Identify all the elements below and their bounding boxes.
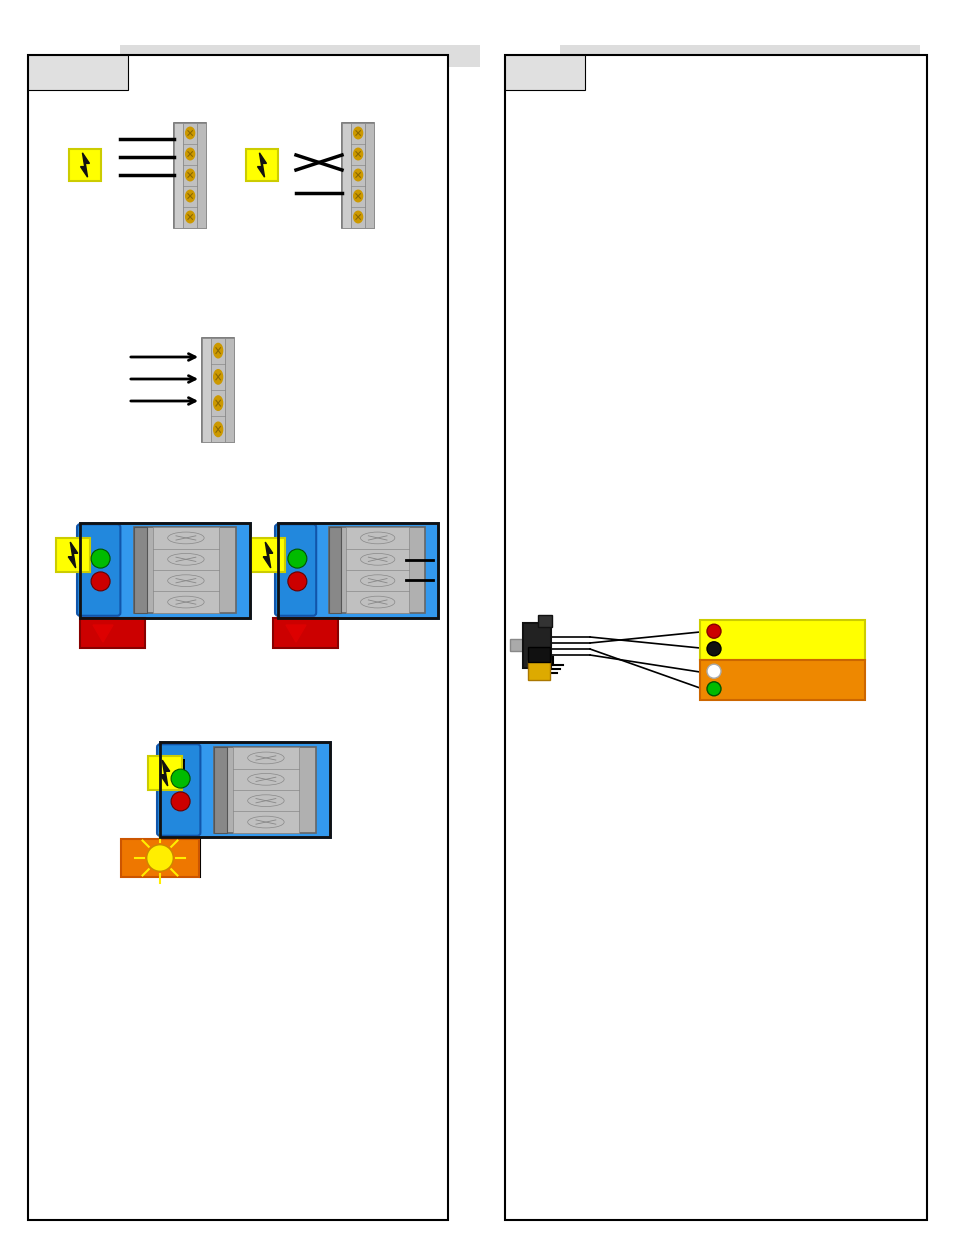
- Bar: [173, 122, 206, 227]
- Polygon shape: [80, 153, 90, 177]
- Circle shape: [171, 792, 190, 811]
- Ellipse shape: [213, 369, 222, 384]
- Ellipse shape: [360, 532, 395, 543]
- Bar: [0, 0, 953, 56]
- Ellipse shape: [354, 148, 362, 159]
- Bar: [233, 747, 298, 832]
- Bar: [214, 747, 316, 832]
- Bar: [56, 538, 90, 572]
- FancyBboxPatch shape: [77, 524, 120, 616]
- Bar: [28, 56, 448, 1220]
- Ellipse shape: [186, 148, 194, 159]
- Polygon shape: [263, 542, 273, 568]
- Circle shape: [288, 550, 307, 568]
- Circle shape: [171, 769, 190, 788]
- Bar: [700, 620, 864, 659]
- Bar: [537, 615, 552, 627]
- Bar: [559, 44, 919, 67]
- Ellipse shape: [360, 597, 395, 608]
- Circle shape: [91, 572, 110, 590]
- Ellipse shape: [186, 127, 194, 138]
- Bar: [214, 747, 227, 832]
- Bar: [225, 337, 233, 442]
- Ellipse shape: [213, 396, 222, 410]
- Bar: [329, 527, 425, 613]
- Ellipse shape: [186, 190, 194, 201]
- Polygon shape: [69, 542, 78, 568]
- Bar: [28, 56, 128, 90]
- Bar: [346, 527, 409, 613]
- Circle shape: [147, 845, 173, 872]
- Ellipse shape: [354, 127, 362, 138]
- Bar: [197, 122, 206, 227]
- FancyBboxPatch shape: [274, 524, 315, 616]
- Ellipse shape: [213, 422, 222, 437]
- Bar: [527, 659, 550, 680]
- Bar: [120, 44, 479, 67]
- Bar: [69, 149, 101, 182]
- Ellipse shape: [248, 773, 284, 785]
- Ellipse shape: [354, 211, 362, 222]
- Polygon shape: [286, 625, 306, 642]
- Bar: [504, 56, 926, 1220]
- Ellipse shape: [248, 752, 284, 763]
- Bar: [504, 56, 584, 90]
- Bar: [700, 659, 864, 700]
- Bar: [341, 122, 351, 227]
- Ellipse shape: [168, 574, 204, 587]
- Bar: [273, 618, 337, 648]
- Bar: [510, 638, 539, 651]
- Bar: [80, 618, 145, 648]
- Circle shape: [706, 624, 720, 638]
- Bar: [527, 647, 550, 662]
- Bar: [152, 527, 219, 613]
- Ellipse shape: [248, 795, 284, 806]
- Bar: [522, 622, 551, 668]
- Circle shape: [706, 664, 720, 678]
- Bar: [251, 538, 285, 572]
- Polygon shape: [160, 760, 170, 785]
- Bar: [160, 742, 330, 837]
- Ellipse shape: [360, 574, 395, 587]
- Circle shape: [706, 642, 720, 656]
- Ellipse shape: [360, 553, 395, 566]
- Bar: [80, 522, 250, 618]
- Ellipse shape: [248, 816, 284, 827]
- Bar: [173, 122, 183, 227]
- Bar: [134, 527, 147, 613]
- Bar: [134, 527, 236, 613]
- Bar: [202, 337, 211, 442]
- Bar: [148, 756, 182, 790]
- Ellipse shape: [213, 343, 222, 358]
- Ellipse shape: [186, 211, 194, 222]
- Ellipse shape: [354, 190, 362, 201]
- Bar: [277, 522, 437, 618]
- Bar: [80, 522, 250, 618]
- Bar: [121, 839, 199, 877]
- Bar: [329, 527, 340, 613]
- Bar: [365, 122, 374, 227]
- Ellipse shape: [354, 169, 362, 180]
- Bar: [183, 122, 197, 227]
- Ellipse shape: [168, 597, 204, 608]
- Polygon shape: [92, 625, 112, 642]
- Bar: [277, 522, 437, 618]
- Bar: [211, 337, 225, 442]
- Polygon shape: [257, 153, 266, 177]
- Circle shape: [288, 572, 307, 590]
- Ellipse shape: [186, 169, 194, 180]
- Circle shape: [91, 550, 110, 568]
- Bar: [246, 149, 277, 182]
- Circle shape: [706, 682, 720, 695]
- FancyBboxPatch shape: [157, 745, 200, 836]
- Bar: [351, 122, 365, 227]
- Bar: [202, 337, 233, 442]
- Ellipse shape: [168, 553, 204, 566]
- Bar: [160, 742, 330, 837]
- Ellipse shape: [168, 532, 204, 543]
- Bar: [341, 122, 374, 227]
